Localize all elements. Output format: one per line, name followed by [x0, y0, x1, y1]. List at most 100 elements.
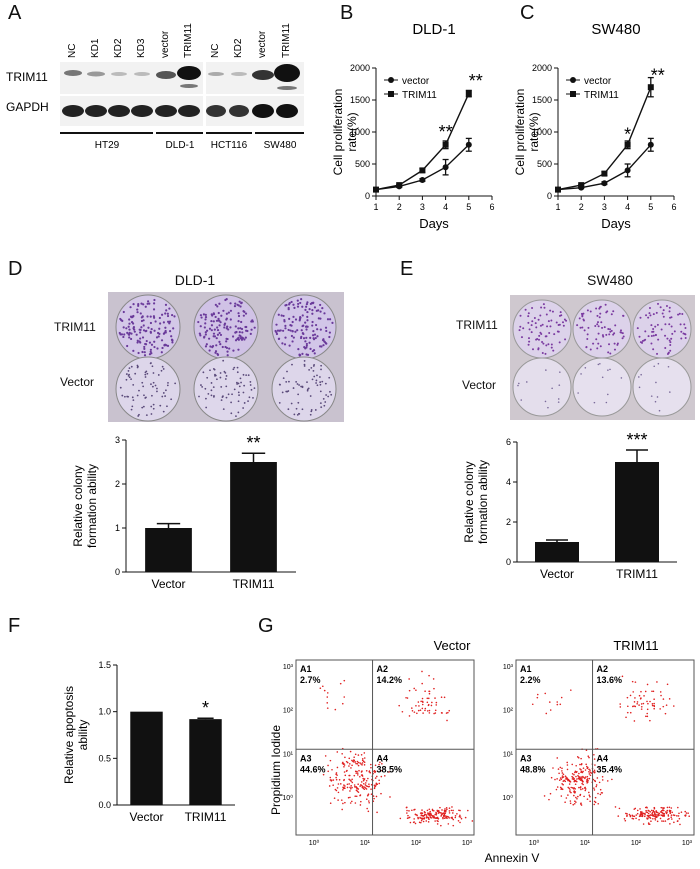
colony	[214, 315, 217, 319]
event-dot	[569, 800, 572, 802]
event-dot	[349, 802, 352, 804]
colony	[637, 376, 640, 378]
event-dot	[634, 705, 637, 708]
colony	[149, 350, 152, 353]
event-dot	[631, 680, 634, 683]
colony	[130, 378, 132, 381]
event-dot	[408, 715, 411, 717]
event-dot	[350, 784, 352, 787]
event-dot	[370, 763, 372, 766]
colony	[219, 372, 222, 374]
event-dot	[364, 787, 367, 789]
colony	[294, 330, 297, 333]
colony	[240, 320, 243, 324]
colony	[121, 394, 124, 397]
colony	[278, 401, 281, 404]
data-point	[442, 164, 449, 171]
colony	[609, 330, 612, 333]
colony	[654, 325, 657, 328]
colony	[656, 323, 659, 326]
event-dot	[351, 764, 353, 767]
colony	[599, 362, 601, 365]
colony	[148, 341, 152, 344]
colony	[150, 383, 152, 386]
event-dot	[621, 675, 624, 678]
colony	[200, 384, 202, 386]
colony	[310, 409, 313, 411]
event-dot	[679, 823, 681, 826]
colony-assay-dld1: DLD-1 TRIM11 Vector	[40, 272, 350, 422]
event-dot	[577, 774, 579, 777]
colony	[152, 308, 156, 311]
colony	[669, 391, 671, 393]
colony	[144, 305, 147, 308]
event-dot	[421, 707, 424, 710]
lane-label: NC	[67, 44, 78, 58]
event-dot	[633, 720, 636, 722]
colony	[292, 303, 295, 306]
colony	[170, 335, 173, 338]
colony	[164, 326, 167, 329]
colony	[151, 385, 154, 388]
bar	[230, 462, 277, 572]
colony	[203, 336, 206, 339]
y-tick-label: 10²	[283, 708, 294, 715]
colony	[208, 327, 212, 330]
event-dot	[435, 704, 438, 706]
x-category-label: TRIM11	[233, 577, 275, 591]
colony	[119, 317, 122, 321]
colony	[164, 312, 167, 315]
lane-label: vector	[257, 30, 268, 58]
event-dot	[575, 775, 577, 778]
event-dot	[669, 811, 672, 813]
event-dot	[370, 788, 372, 790]
event-dot	[601, 776, 604, 778]
event-dot	[337, 799, 339, 801]
colony	[198, 395, 200, 398]
colony	[216, 326, 219, 329]
colony-plate-image	[108, 292, 344, 422]
colony	[535, 326, 538, 329]
colony	[249, 381, 252, 383]
event-dot	[659, 691, 662, 693]
event-dot	[383, 775, 386, 777]
colony	[668, 323, 671, 326]
event-dot	[389, 796, 391, 798]
lane-label: KD3	[136, 38, 147, 58]
colony	[208, 337, 211, 340]
event-dot	[446, 808, 448, 811]
event-dot	[574, 771, 576, 774]
colony	[301, 314, 304, 317]
event-dot	[421, 697, 424, 700]
event-dot	[601, 779, 604, 781]
colony	[250, 328, 253, 331]
colony	[197, 320, 200, 324]
event-dot	[593, 789, 596, 791]
event-dot	[584, 769, 587, 771]
colony	[641, 339, 644, 342]
event-dot	[593, 787, 595, 789]
event-dot	[376, 783, 379, 786]
colony	[137, 415, 140, 417]
event-dot	[351, 778, 353, 781]
colony	[544, 352, 547, 355]
colony	[298, 354, 301, 357]
colony	[275, 332, 279, 336]
colony	[219, 321, 222, 324]
event-dot	[575, 801, 577, 803]
colony	[545, 313, 548, 316]
colony	[132, 383, 135, 386]
colony	[168, 322, 171, 325]
colony	[581, 315, 584, 318]
colony	[654, 400, 657, 403]
colony	[136, 341, 139, 344]
event-dot	[334, 788, 337, 791]
colony	[144, 342, 147, 346]
event-dot	[413, 809, 415, 811]
colony	[151, 365, 154, 368]
event-dot	[577, 777, 580, 780]
event-dot	[363, 788, 366, 791]
colony	[551, 310, 554, 313]
event-dot	[414, 813, 417, 816]
event-dot	[339, 783, 342, 785]
